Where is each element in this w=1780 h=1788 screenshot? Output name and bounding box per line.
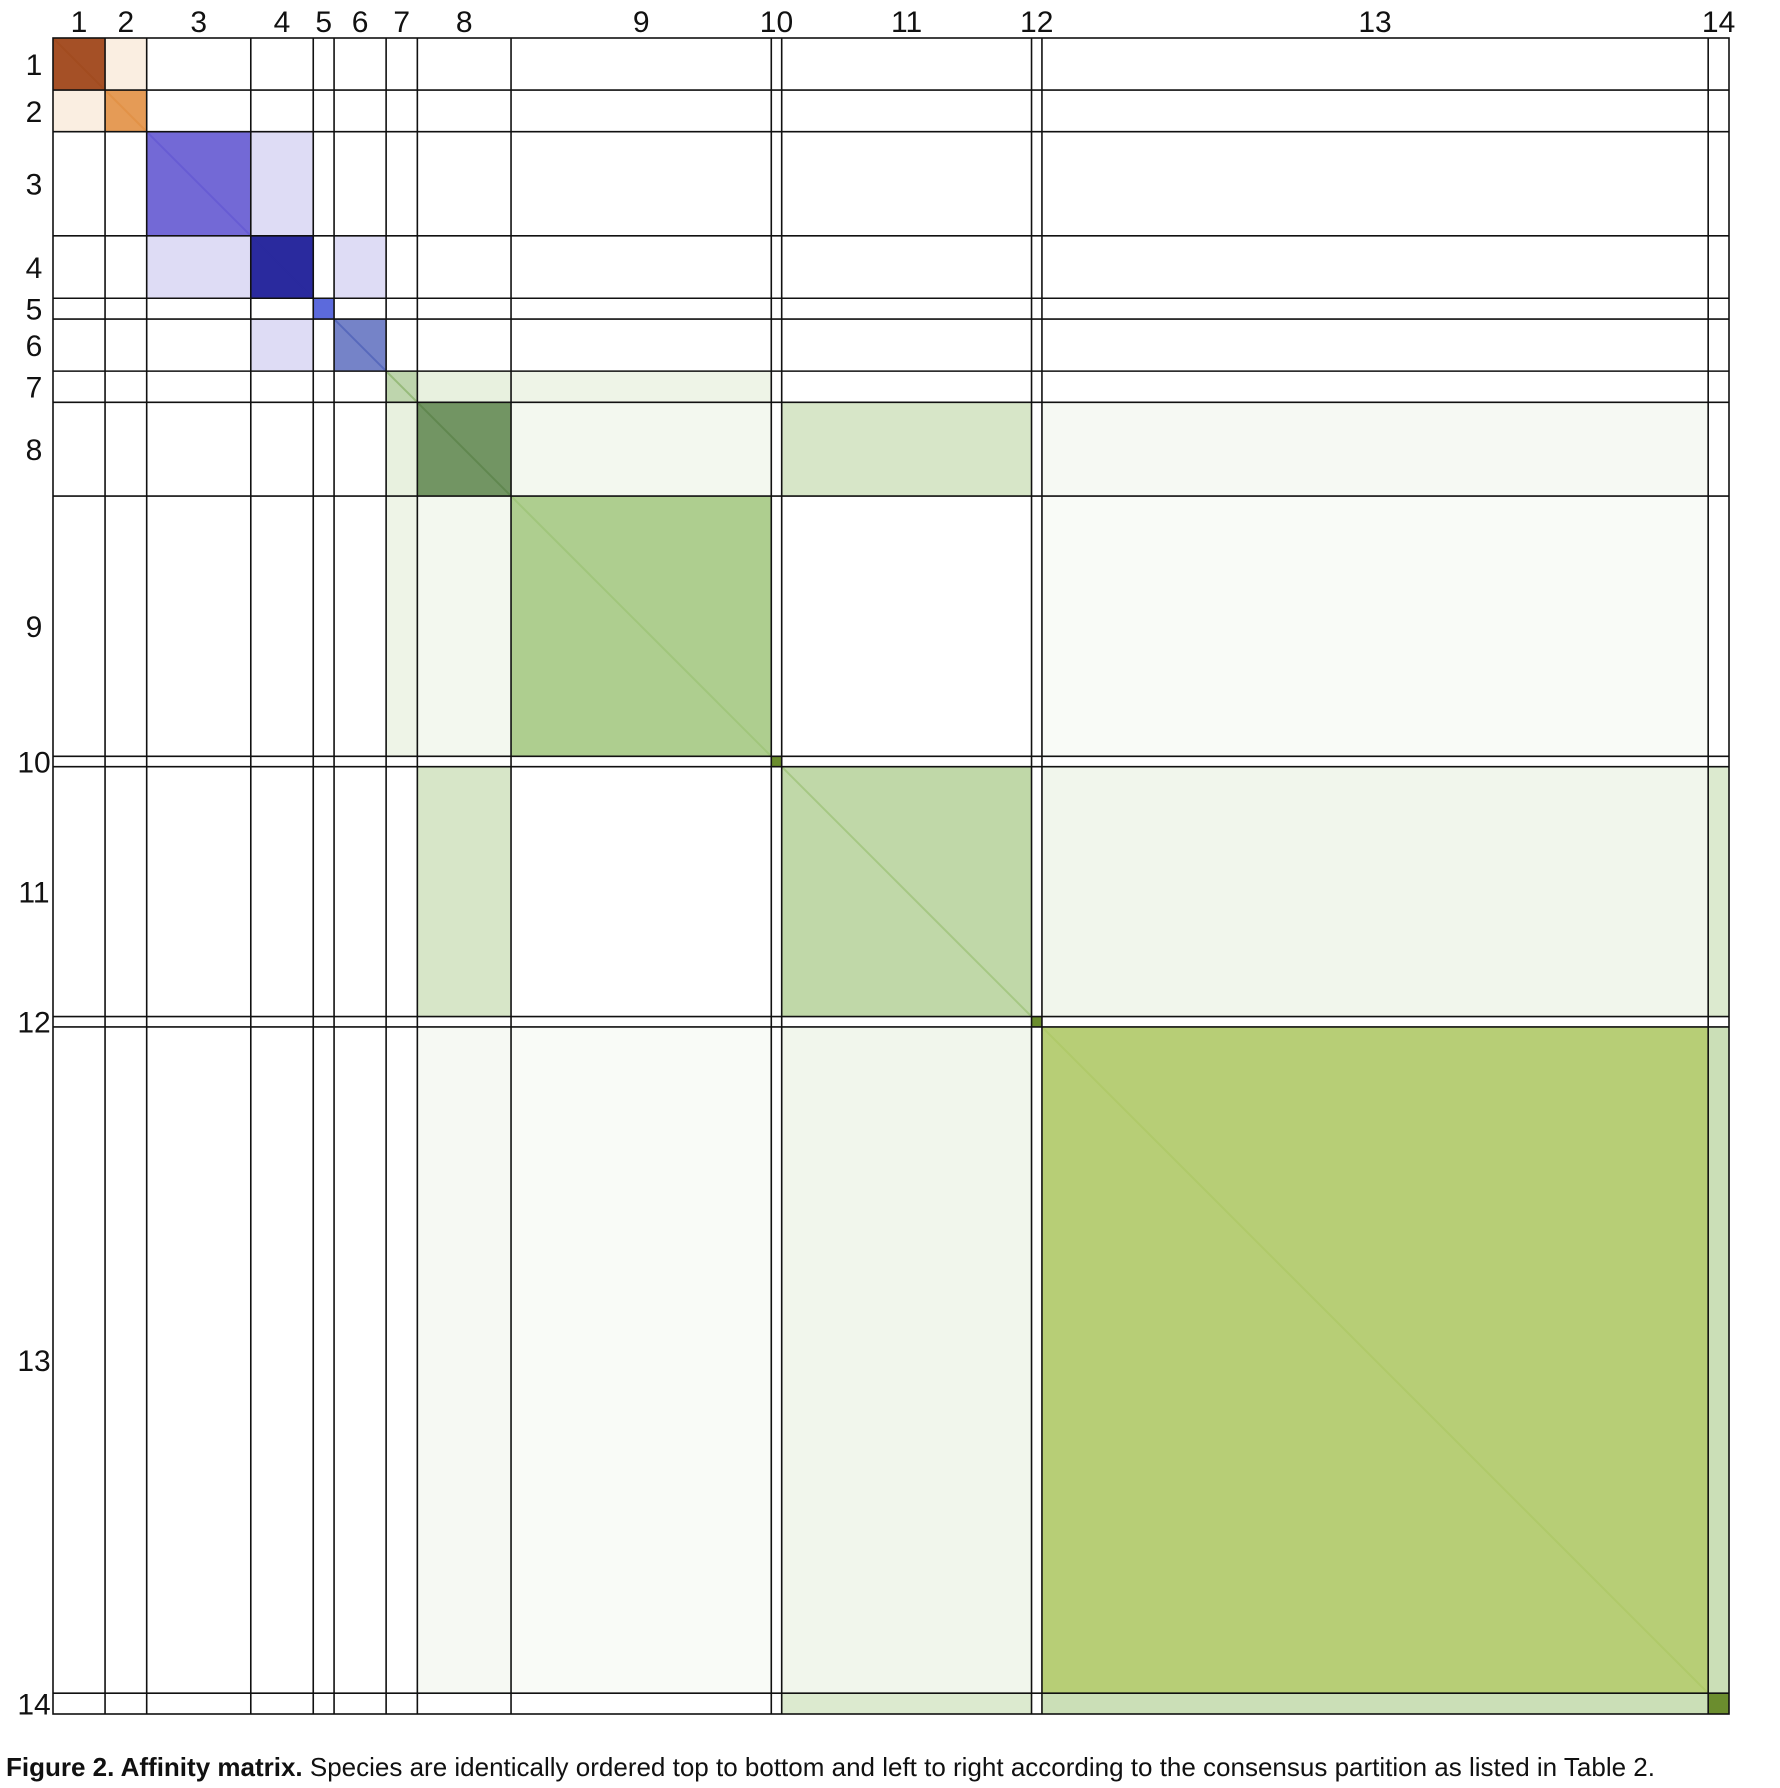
diagonal-trace-1 <box>52 37 106 91</box>
diagonal-trace-8 <box>416 401 512 497</box>
affinity-block-7-8 <box>417 371 512 403</box>
row-label-9: 9 <box>26 611 43 644</box>
affinity-block-8-9 <box>511 402 772 497</box>
column-label-1: 1 <box>71 6 88 39</box>
row-label-2: 2 <box>26 96 43 129</box>
affinity-block-13-8 <box>417 1026 512 1694</box>
affinity-block-10-10 <box>771 756 782 767</box>
affinity-block-1-2 <box>105 38 147 91</box>
column-label-2: 2 <box>118 6 135 39</box>
affinity-block-9-7 <box>386 496 418 757</box>
row-label-12: 12 <box>17 1007 50 1040</box>
column-label-11: 11 <box>891 6 922 39</box>
affinity-block-9-8 <box>417 496 512 757</box>
group-boundaries <box>53 38 1729 1714</box>
affinity-block-14-13 <box>1041 1693 1709 1714</box>
affinity-block-4-3 <box>146 235 251 299</box>
affinity-block-8-11 <box>781 402 1032 497</box>
row-label-1: 1 <box>26 49 43 82</box>
row-label-5: 5 <box>26 294 43 327</box>
affinity-block-3-4 <box>250 131 314 236</box>
affinity-block-7-9 <box>511 371 772 403</box>
diagonal-trace-7 <box>385 370 419 404</box>
figure-caption: Figure 2. Affinity matrix. Species are i… <box>6 1752 1776 1783</box>
affinity-block-13-9 <box>511 1026 772 1694</box>
column-labels: 1 2 3 4 5 6 7 8 9 10 11 12 13 14 <box>71 6 1736 39</box>
matrix-frame <box>52 37 1730 1715</box>
affinity-block-8-13 <box>1041 402 1709 497</box>
affinity-block-6-4 <box>250 319 314 372</box>
affinity-block-4-6 <box>334 235 387 299</box>
affinity-block-12-12 <box>1031 1016 1042 1027</box>
diagonal-trace-13 <box>1041 1026 1709 1694</box>
row-label-10: 10 <box>17 746 50 779</box>
affinity-block-13-11 <box>781 1026 1032 1694</box>
column-label-5: 5 <box>315 6 332 39</box>
affinity-block-14-11 <box>781 1693 1032 1714</box>
row-label-8: 8 <box>26 434 43 467</box>
affinity-block-9-13 <box>1041 496 1709 757</box>
affinity-block-13-14 <box>1708 1026 1729 1694</box>
column-label-7: 7 <box>393 6 410 39</box>
row-label-3: 3 <box>26 169 43 202</box>
row-label-4: 4 <box>26 252 43 285</box>
caption-label: Figure 2. Affinity matrix. <box>6 1752 303 1782</box>
row-label-7: 7 <box>26 372 43 405</box>
affinity-block-2-1 <box>53 90 106 132</box>
row-label-6: 6 <box>26 330 43 363</box>
row-label-13: 13 <box>17 1345 50 1378</box>
column-label-13: 13 <box>1358 6 1391 39</box>
diagonal-trace-4 <box>250 235 314 299</box>
column-label-9: 9 <box>633 6 650 39</box>
column-label-8: 8 <box>456 6 473 39</box>
affinity-block-14-14 <box>1708 1693 1729 1714</box>
affinity-blocks <box>52 37 1729 1714</box>
affinity-block-11-14 <box>1708 766 1729 1017</box>
column-label-4: 4 <box>274 6 291 39</box>
column-label-14: 14 <box>1702 6 1735 39</box>
affinity-block-11-13 <box>1041 766 1709 1017</box>
diagonal-trace-6 <box>333 318 387 372</box>
diagonal-trace-11 <box>780 765 1033 1018</box>
affinity-block-8-7 <box>386 402 418 497</box>
column-label-3: 3 <box>190 6 207 39</box>
diagonal-trace-2 <box>104 89 148 133</box>
affinity-block-11-8 <box>417 766 512 1017</box>
affinity-block-5-5 <box>313 298 335 320</box>
caption-text: Species are identically ordered top to b… <box>302 1752 1655 1782</box>
column-label-12: 12 <box>1020 6 1053 39</box>
column-label-10: 10 <box>760 6 793 39</box>
row-label-11: 11 <box>18 877 49 910</box>
diagonal-trace-9 <box>510 495 772 757</box>
row-label-14: 14 <box>17 1689 50 1722</box>
column-label-6: 6 <box>352 6 369 39</box>
diagonal-trace-3 <box>145 130 252 237</box>
